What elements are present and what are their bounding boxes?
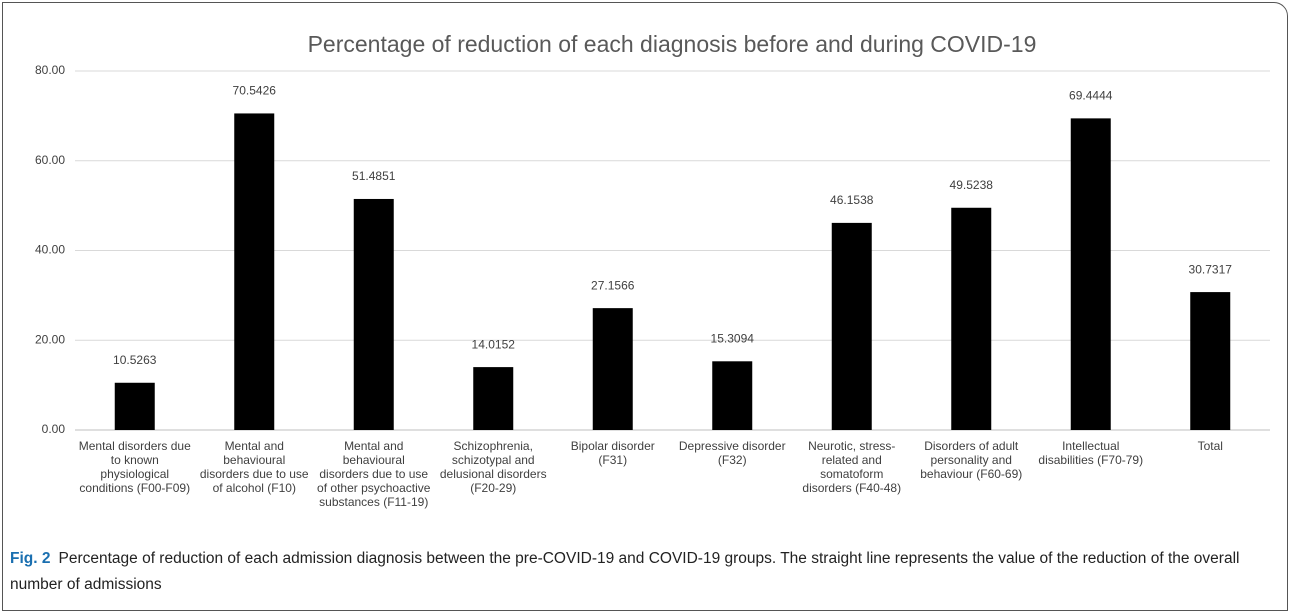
y-tick-label: 80.00 — [35, 63, 65, 77]
value-label: 51.4851 — [352, 169, 396, 183]
value-label: 69.4444 — [1069, 89, 1113, 103]
value-label: 70.5426 — [233, 84, 277, 98]
caption-text: Percentage of reduction of each admissio… — [10, 550, 1240, 593]
bar — [114, 382, 155, 430]
y-tick-label: 60.00 — [35, 153, 65, 167]
x-tick-label: Neurotic, stress-related and somatoform … — [802, 439, 902, 495]
chart: Percentage of reduction of each diagnosi… — [35, 31, 1270, 436]
bar — [234, 113, 275, 431]
value-label: 10.5263 — [113, 353, 157, 367]
caption-label: Fig. 2 — [10, 550, 51, 567]
value-label: 46.1538 — [830, 193, 874, 207]
x-tick-label: Intellectual disabilities (F70-79) — [1038, 439, 1144, 467]
bar — [353, 198, 394, 430]
value-label: 49.5238 — [950, 178, 994, 192]
caption: Fig. 2 Percentage of reduction of each ad… — [10, 546, 1260, 598]
x-tick-label: Mental disorders due to known physiologi… — [78, 439, 191, 495]
y-tick-label: 40.00 — [35, 243, 65, 257]
value-label: 30.7317 — [1189, 262, 1233, 276]
bar — [831, 222, 872, 430]
bar — [1070, 118, 1111, 430]
x-tick-label: Depressive disorder (F32) — [678, 439, 786, 467]
x-tick-label: Bipolar disorder (F31) — [570, 439, 655, 467]
bar — [473, 367, 514, 430]
x-tick-label: Disorders of adult personality and behav… — [920, 439, 1023, 481]
chart-title: Percentage of reduction of each diagnosi… — [308, 31, 1037, 57]
y-tick-label: 0.00 — [42, 422, 66, 436]
y-tick-label: 20.00 — [35, 332, 65, 346]
bar — [592, 308, 633, 430]
x-tick-label: Total — [1197, 439, 1223, 453]
x-tick-label: Mental and behavioural disorders due to … — [199, 439, 309, 495]
bar — [951, 207, 992, 430]
bar — [712, 361, 753, 430]
bar — [1190, 292, 1231, 430]
x-tick-label: Mental and behavioural disorders due to … — [317, 439, 431, 509]
value-label: 27.1566 — [591, 278, 635, 292]
x-tick-label: Schizophrenia, schizotypal and delusiona… — [439, 439, 547, 495]
value-label: 15.3094 — [711, 331, 755, 345]
value-label: 14.0152 — [472, 337, 516, 351]
